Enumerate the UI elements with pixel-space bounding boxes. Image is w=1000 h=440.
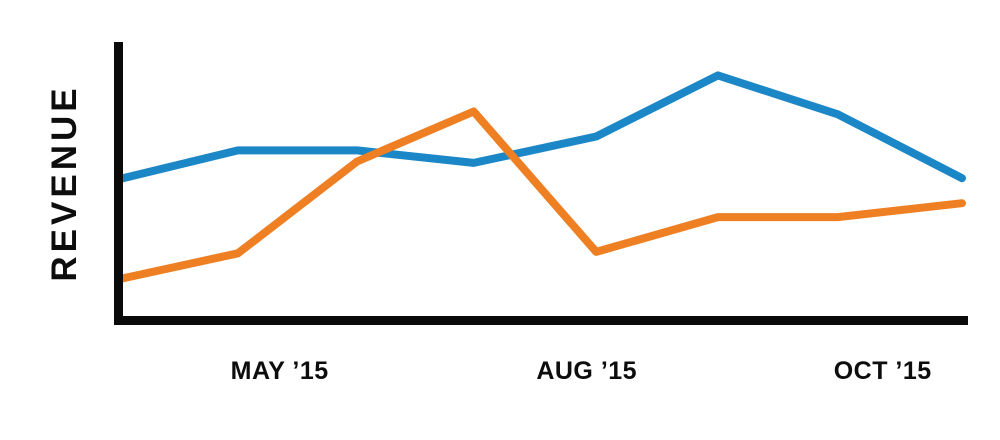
series-orange-line [119, 107, 966, 283]
x-axis-line [114, 316, 968, 325]
series-blue-line [119, 71, 966, 183]
series-group [119, 71, 966, 283]
y-axis-line [114, 42, 123, 325]
y-axis-title: REVENUE [45, 84, 84, 281]
